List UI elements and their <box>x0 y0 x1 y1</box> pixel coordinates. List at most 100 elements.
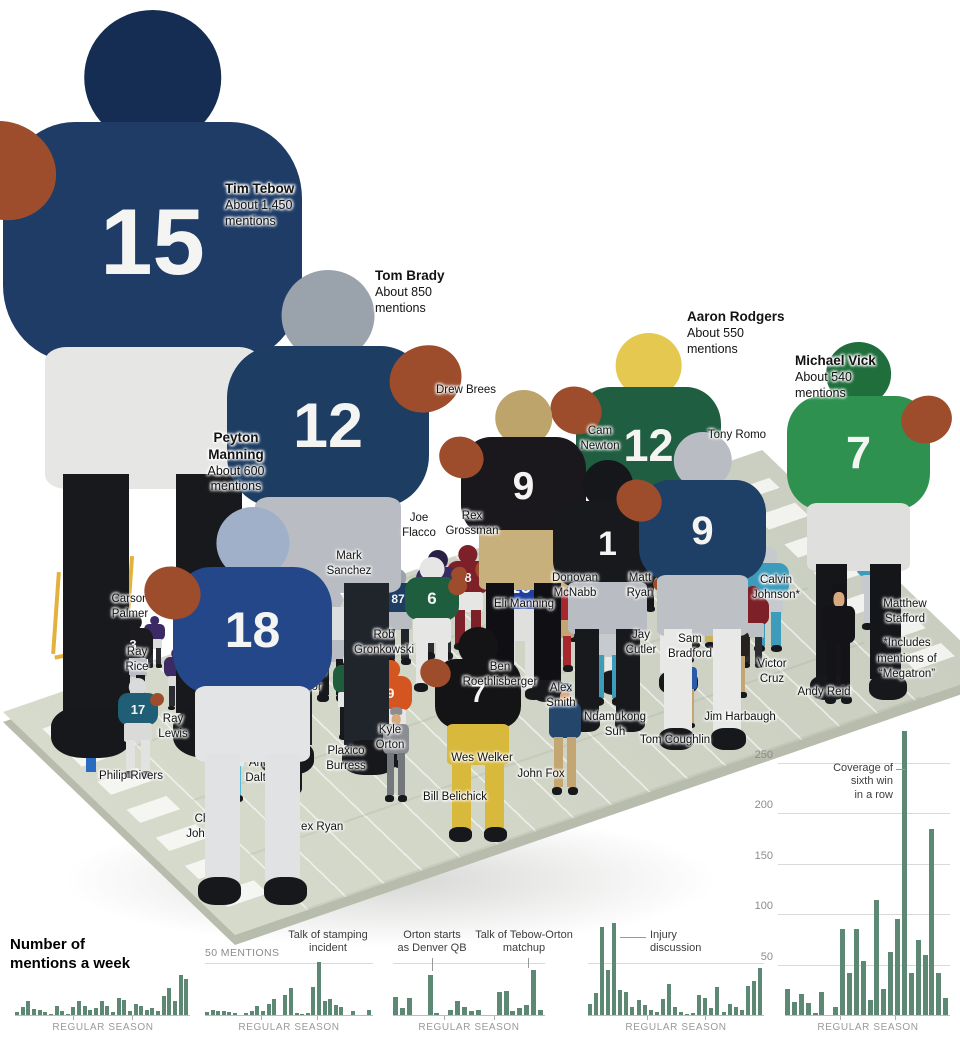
label-aaron-rodgers: Aaron Rodgers About 550 mentions <box>687 309 785 357</box>
player-name: Bradford <box>667 648 713 661</box>
bar <box>637 1000 641 1015</box>
figure-philip-rivers: 17 <box>118 678 167 778</box>
bar <box>655 1012 659 1015</box>
label-rob-gronkowski: Rob Gronkowski <box>354 628 414 658</box>
leg <box>401 628 410 660</box>
bar <box>594 993 598 1015</box>
jersey-number: 3 <box>129 636 137 652</box>
player-name: Tom Brady <box>375 268 445 283</box>
annotation-leader-line <box>528 958 529 968</box>
leg <box>126 740 135 772</box>
label-cam-newton: Cam Newton <box>581 424 620 454</box>
bar <box>476 1010 481 1015</box>
bar <box>49 1014 53 1015</box>
axis-label-regular-season: REGULAR SEASON <box>52 1022 154 1033</box>
player-name: Cruz <box>759 673 785 686</box>
helmet-icon <box>458 627 498 666</box>
player-name: Newton <box>580 440 620 453</box>
bar <box>88 1010 92 1015</box>
player-name: Ray <box>126 646 148 658</box>
player-name: Suh <box>604 726 626 739</box>
bar <box>874 900 879 1015</box>
bar <box>606 970 610 1015</box>
annotation-line: Talk of stamping <box>288 929 368 941</box>
bar <box>261 1011 265 1015</box>
bar <box>722 1012 726 1015</box>
charts-heading: Number of mentions a week <box>10 936 130 974</box>
bar <box>902 731 907 1015</box>
shoe <box>140 771 152 778</box>
gridline-200 <box>778 813 950 814</box>
bar <box>697 995 701 1015</box>
player-name: Mark <box>336 550 362 562</box>
label-jay-cutler: Jay Cutler <box>626 628 657 658</box>
annotation-leader-line <box>432 958 433 971</box>
shoe <box>689 641 700 648</box>
shoe <box>198 877 242 905</box>
player-name: Rex <box>461 510 483 522</box>
figure-john-fox <box>546 683 584 795</box>
label-ray-rice: Ray Rice <box>125 645 148 675</box>
bar <box>740 1010 744 1015</box>
figure-ben-roethlisberger: 7 <box>415 627 521 842</box>
bar <box>255 1006 259 1015</box>
chart-annotation: Coverage of sixth win in a row <box>833 762 893 802</box>
helmet-icon <box>419 557 445 582</box>
mentions-count: mentions <box>210 479 262 494</box>
label-joe-flacco: Joe Flacco <box>402 511 436 541</box>
player-name: Jim Harbaugh <box>704 711 776 723</box>
bar <box>758 968 762 1015</box>
leg <box>415 640 428 684</box>
mentions-count: About 550 <box>687 325 744 340</box>
player-name: Palmer <box>111 608 149 621</box>
bar <box>909 973 914 1015</box>
leg <box>646 578 654 607</box>
shoe <box>484 826 508 842</box>
coach-shirt <box>382 724 410 754</box>
shoe <box>615 712 645 732</box>
bar <box>709 1008 713 1015</box>
ytick-label-200: 200 <box>754 799 773 811</box>
bar <box>785 989 790 1015</box>
pants <box>123 723 153 742</box>
bar <box>840 929 845 1015</box>
leg <box>484 760 504 830</box>
mentions-count: mentions <box>375 300 426 315</box>
leg <box>386 628 395 660</box>
leg <box>755 636 763 664</box>
label-ndamukong-suh: Ndamukong Suh <box>584 710 646 740</box>
jersey-number: 12 <box>623 419 674 471</box>
bar <box>400 1008 405 1015</box>
bar <box>861 961 866 1015</box>
label-matthew-stafford: Matthew Stafford <box>883 597 926 627</box>
player-name: Philip Rivers <box>99 770 163 782</box>
leg <box>204 753 240 882</box>
shoe <box>155 664 162 668</box>
label-mark-sanchez: Mark Sanchez <box>327 549 372 579</box>
label-victor-cruz: Victor Cruz <box>757 657 786 687</box>
player-name: Peyton <box>213 430 259 445</box>
coach-leg <box>827 641 837 696</box>
jersey-number: 6 <box>427 589 437 609</box>
bar <box>179 975 183 1015</box>
label-rex-grossman: Rex Grossman <box>445 509 498 539</box>
pants <box>146 639 163 650</box>
leg <box>869 563 902 679</box>
bar <box>691 1013 695 1015</box>
bar <box>323 1001 327 1015</box>
player-name: Smith <box>546 697 576 710</box>
bar <box>367 1010 371 1015</box>
player-name: Matt <box>628 572 652 584</box>
coach-leg <box>567 736 576 788</box>
goalpost-left-pad <box>86 744 96 772</box>
bar <box>504 991 509 1015</box>
bar <box>55 1006 59 1015</box>
leg <box>471 610 481 644</box>
player-name: Sanchez <box>326 565 372 578</box>
label-eli-manning: Eli Manning <box>494 597 554 612</box>
player-name: Calvin <box>760 574 792 586</box>
axis-label-regular-season: REGULAR SEASON <box>625 1022 727 1033</box>
coach-cap-icon <box>558 683 572 692</box>
gridline-50 <box>393 963 545 964</box>
bar <box>813 1013 818 1015</box>
